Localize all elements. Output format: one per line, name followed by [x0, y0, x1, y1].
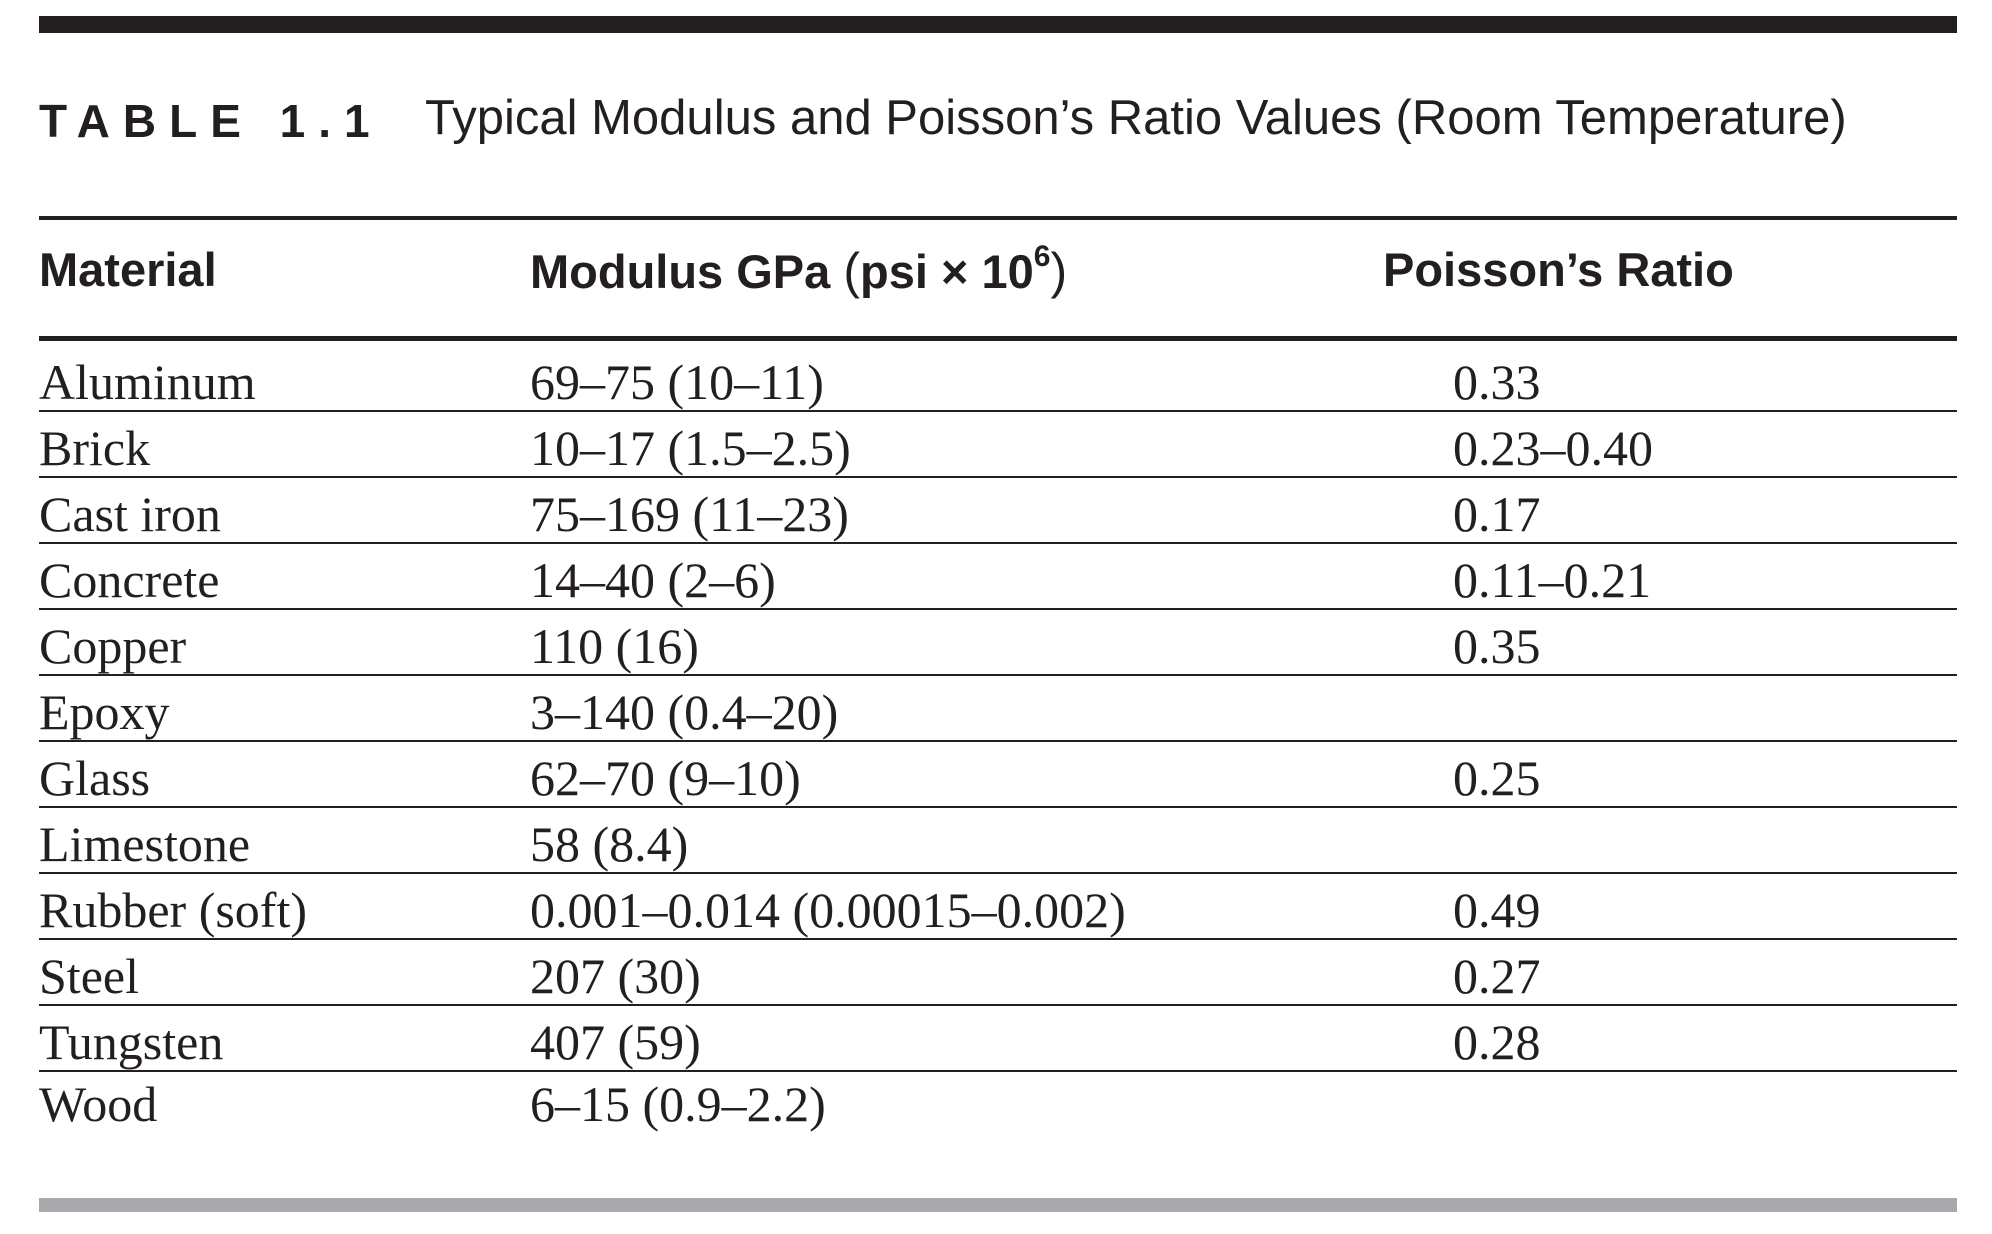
table-row: Tungsten 407 (59) 0.28: [39, 1006, 1957, 1072]
material-cell: Steel: [39, 948, 139, 1004]
poisson-cell: 0.11–0.21: [1453, 552, 1652, 608]
table-header: Material Modulus GPa (psi × 106) Poisson…: [39, 242, 1957, 312]
column-header-modulus: Modulus GPa (psi × 106): [530, 242, 1067, 300]
modulus-header-times: × 10: [927, 245, 1034, 298]
table-row: Cast iron 75–169 (11–23) 0.17: [39, 478, 1957, 544]
modulus-header-paren-close: ): [1050, 243, 1068, 299]
table-caption: TABLE 1.1 Typical Modulus and Poisson’s …: [39, 90, 1957, 150]
table-row: Aluminum 69–75 (10–11) 0.33: [39, 346, 1957, 412]
material-cell: Glass: [39, 750, 151, 806]
material-cell: Copper: [39, 618, 187, 674]
material-cell: Tungsten: [39, 1014, 224, 1070]
table-row: Rubber (soft) 0.001–0.014 (0.00015–0.002…: [39, 874, 1957, 940]
table-row: Limestone 58 (8.4): [39, 808, 1957, 874]
column-header-poisson: Poisson’s Ratio: [1383, 243, 1734, 296]
table-title: Typical Modulus and Poisson’s Ratio Valu…: [425, 91, 1847, 145]
material-cell: Concrete: [39, 552, 220, 608]
modulus-header-exponent: 6: [1033, 240, 1051, 273]
material-cell: Brick: [39, 420, 151, 476]
header-top-rule: [39, 216, 1957, 220]
poisson-cell: 0.17: [1453, 486, 1541, 542]
poisson-cell: 0.33: [1453, 354, 1541, 410]
material-cell: Wood: [39, 1076, 158, 1132]
material-cell: Aluminum: [39, 354, 256, 410]
poisson-cell: 0.35: [1453, 618, 1541, 674]
modulus-cell: 3–140 (0.4–20): [530, 684, 839, 740]
table-number: TABLE 1.1: [39, 95, 383, 147]
modulus-cell: 69–75 (10–11): [530, 354, 824, 410]
poisson-cell: 0.23–0.40: [1453, 420, 1653, 476]
material-cell: Limestone: [39, 816, 251, 872]
modulus-cell: 0.001–0.014 (0.00015–0.002): [530, 882, 1126, 938]
table-page: TABLE 1.1 Typical Modulus and Poisson’s …: [39, 0, 1957, 1234]
poisson-cell: 0.25: [1453, 750, 1541, 806]
table-row: Glass 62–70 (9–10) 0.25: [39, 742, 1957, 808]
material-cell: Cast iron: [39, 486, 221, 542]
table-row: Wood 6–15 (0.9–2.2): [39, 1072, 1957, 1138]
modulus-cell: 207 (30): [530, 948, 701, 1004]
bottom-rule: [39, 1198, 1957, 1212]
column-header-material: Material: [39, 243, 217, 296]
top-rule: [39, 16, 1957, 33]
table-row: Steel 207 (30) 0.27: [39, 940, 1957, 1006]
table-body: Aluminum 69–75 (10–11) 0.33 Brick 10–17 …: [39, 346, 1957, 1138]
modulus-cell: 407 (59): [530, 1014, 701, 1070]
table-row: Copper 110 (16) 0.35: [39, 610, 1957, 676]
table-row: Concrete 14–40 (2–6) 0.11–0.21: [39, 544, 1957, 610]
modulus-cell: 58 (8.4): [530, 816, 689, 872]
modulus-cell: 62–70 (9–10): [530, 750, 801, 806]
modulus-cell: 110 (16): [530, 618, 699, 674]
modulus-cell: 10–17 (1.5–2.5): [530, 420, 851, 476]
poisson-cell: 0.49: [1453, 882, 1541, 938]
modulus-cell: 14–40 (2–6): [530, 552, 776, 608]
table-row: Brick 10–17 (1.5–2.5) 0.23–0.40: [39, 412, 1957, 478]
material-cell: Epoxy: [39, 684, 170, 740]
modulus-header-psi: psi: [860, 245, 928, 298]
modulus-cell: 6–15 (0.9–2.2): [530, 1076, 826, 1132]
modulus-header-paren-open: (: [843, 243, 861, 299]
header-bottom-rule: [39, 336, 1957, 341]
modulus-header-main: Modulus GPa: [530, 245, 844, 298]
table-row: Epoxy 3–140 (0.4–20): [39, 676, 1957, 742]
material-cell: Rubber (soft): [39, 882, 307, 938]
poisson-cell: 0.27: [1453, 948, 1541, 1004]
modulus-cell: 75–169 (11–23): [530, 486, 849, 542]
poisson-cell: 0.28: [1453, 1014, 1541, 1070]
